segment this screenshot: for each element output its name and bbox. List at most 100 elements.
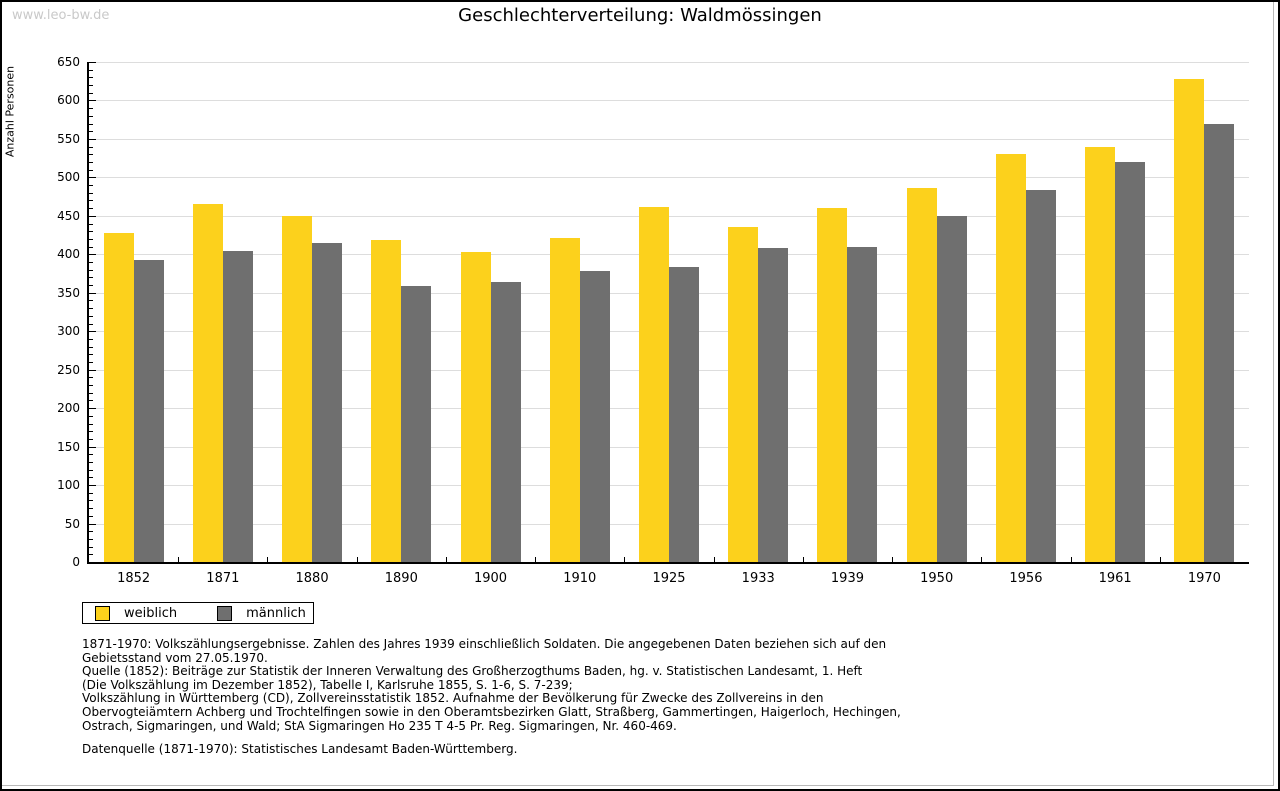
footnote-line: Volkszählung in Württemberg (CD), Zollve… xyxy=(82,691,824,706)
y-axis-minor-tick xyxy=(89,231,93,233)
y-axis-tick-label: 650 xyxy=(57,55,80,69)
y-axis-minor-tick xyxy=(89,492,93,494)
footnotes: 1871-1970: Volkszählungsergebnisse. Zahl… xyxy=(82,637,901,733)
y-axis-minor-tick xyxy=(89,431,93,433)
x-axis-tick xyxy=(624,557,626,562)
x-axis-tick xyxy=(802,557,804,562)
plot-area: 0 50 100 150 200 250 300 350 400 450 500 550 600 650 1… xyxy=(57,55,1249,586)
x-axis-tick-label: 1880 xyxy=(295,571,329,586)
bar-weiblich-1910 xyxy=(549,238,580,562)
x-axis-tick-label: 1956 xyxy=(1009,571,1043,586)
x-axis-tick xyxy=(892,557,894,562)
bar-maennlich-1871 xyxy=(222,251,253,562)
y-axis-minor-tick xyxy=(89,131,93,133)
y-axis-tick xyxy=(89,485,96,487)
bar-weiblich-1961 xyxy=(1085,146,1116,562)
x-axis-tick-label: 1852 xyxy=(117,571,151,586)
x-axis-tick xyxy=(267,557,269,562)
y-axis-minor-tick xyxy=(89,77,93,79)
y-axis-minor-tick xyxy=(89,338,93,340)
y-axis-minor-tick xyxy=(89,377,93,379)
gridline xyxy=(89,215,1249,217)
y-axis-minor-tick xyxy=(89,546,93,548)
y-axis-tick xyxy=(89,523,96,525)
y-axis-minor-tick xyxy=(89,477,93,479)
y-axis-minor-tick xyxy=(89,438,93,440)
y-axis-minor-tick xyxy=(89,162,93,163)
gridline xyxy=(89,254,1249,256)
y-axis-minor-tick xyxy=(89,169,93,171)
bar-weiblich-1925 xyxy=(639,207,669,562)
y-axis-minor-tick xyxy=(89,515,93,517)
x-axis-tick-label: 1950 xyxy=(920,571,954,586)
y-axis-minor-tick xyxy=(89,362,93,363)
bar-maennlich-1970 xyxy=(1204,123,1235,562)
y-axis-minor-tick xyxy=(89,154,93,156)
y-axis-tick xyxy=(89,254,96,256)
y-axis-tick xyxy=(89,100,96,102)
x-axis-tick-label: 1925 xyxy=(652,571,686,586)
legend-weiblich-label: weiblich xyxy=(124,605,178,621)
footnote-line: Quelle (1852): Beiträge zur Statistik de… xyxy=(82,664,863,679)
y-axis-minor-tick xyxy=(89,192,93,194)
y-axis-tick-label: 100 xyxy=(57,478,80,493)
bar-maennlich-1852 xyxy=(133,259,164,562)
x-axis-tick xyxy=(445,557,447,562)
gridline xyxy=(89,138,1249,140)
y-axis-tick-label: 150 xyxy=(57,439,80,454)
y-axis-minor-tick xyxy=(89,423,93,425)
x-axis-tick-label: 1871 xyxy=(206,571,240,586)
y-axis-minor-tick xyxy=(89,108,93,110)
bar-maennlich-1933 xyxy=(758,248,789,562)
y-axis-minor-tick xyxy=(89,531,93,533)
y-axis-minor-tick xyxy=(89,538,93,540)
watermark: www.leo-bw.de xyxy=(12,8,110,23)
bar-maennlich-1925 xyxy=(669,266,699,562)
y-axis-tick xyxy=(89,446,96,448)
x-axis-tick-label: 1890 xyxy=(384,571,418,586)
y-axis-tick-label: 50 xyxy=(64,516,80,531)
x-axis-tick xyxy=(981,557,983,562)
x-axis-tick xyxy=(356,557,358,562)
bar-maennlich-1880 xyxy=(312,242,343,562)
y-axis-tick xyxy=(89,408,96,410)
legend: weiblich männlich xyxy=(82,602,314,624)
y-axis-tick-label: 600 xyxy=(57,93,80,108)
y-axis-minor-tick xyxy=(89,469,93,471)
y-axis-minor-tick xyxy=(89,185,93,187)
y-axis-minor-tick xyxy=(89,285,93,287)
x-axis-tick-label: 1970 xyxy=(1187,571,1221,586)
y-axis-tick xyxy=(89,369,96,371)
y-axis-minor-tick xyxy=(89,262,93,263)
footnote-line: 1871-1970: Volkszählungsergebnisse. Zahl… xyxy=(82,637,887,651)
y-axis-tick xyxy=(89,215,96,217)
legend-weiblich-swatch xyxy=(95,605,110,621)
y-axis-minor-tick xyxy=(89,454,93,456)
y-axis-minor-tick xyxy=(89,354,93,356)
y-axis-tick-label: 400 xyxy=(57,247,80,262)
x-axis-tick xyxy=(713,557,715,562)
y-axis-title: Anzahl Personen xyxy=(3,65,17,158)
x-axis-tick-label: 1900 xyxy=(473,571,508,586)
y-axis-minor-tick xyxy=(89,554,93,556)
y-axis-minor-tick xyxy=(89,308,93,310)
y-axis-minor-tick xyxy=(89,85,93,87)
x-axis-tick xyxy=(1159,557,1161,562)
datasource-line: Datenquelle (1871-1970): Statistisches L… xyxy=(82,742,518,756)
x-axis-tick-label: 1939 xyxy=(830,571,864,586)
x-axis-tick xyxy=(178,557,180,562)
bar-weiblich-1956 xyxy=(995,154,1026,562)
bar-weiblich-1939 xyxy=(817,208,848,562)
gridline xyxy=(89,100,1249,102)
x-axis-tick-label: 1910 xyxy=(563,571,597,586)
y-axis-minor-tick xyxy=(89,385,93,387)
y-axis-minor-tick xyxy=(89,300,93,302)
y-axis-tick-label: 0 xyxy=(72,555,80,569)
bar-weiblich-1890 xyxy=(371,240,402,562)
y-axis-minor-tick xyxy=(89,346,93,348)
bar-maennlich-1961 xyxy=(1115,162,1146,562)
footnote-line: Obervogteiämtern Achberg und Trochtelfin… xyxy=(82,704,901,719)
x-axis-tick xyxy=(535,557,537,562)
y-axis-tick-label: 550 xyxy=(57,131,80,146)
y-axis-tick-label: 500 xyxy=(57,170,80,185)
